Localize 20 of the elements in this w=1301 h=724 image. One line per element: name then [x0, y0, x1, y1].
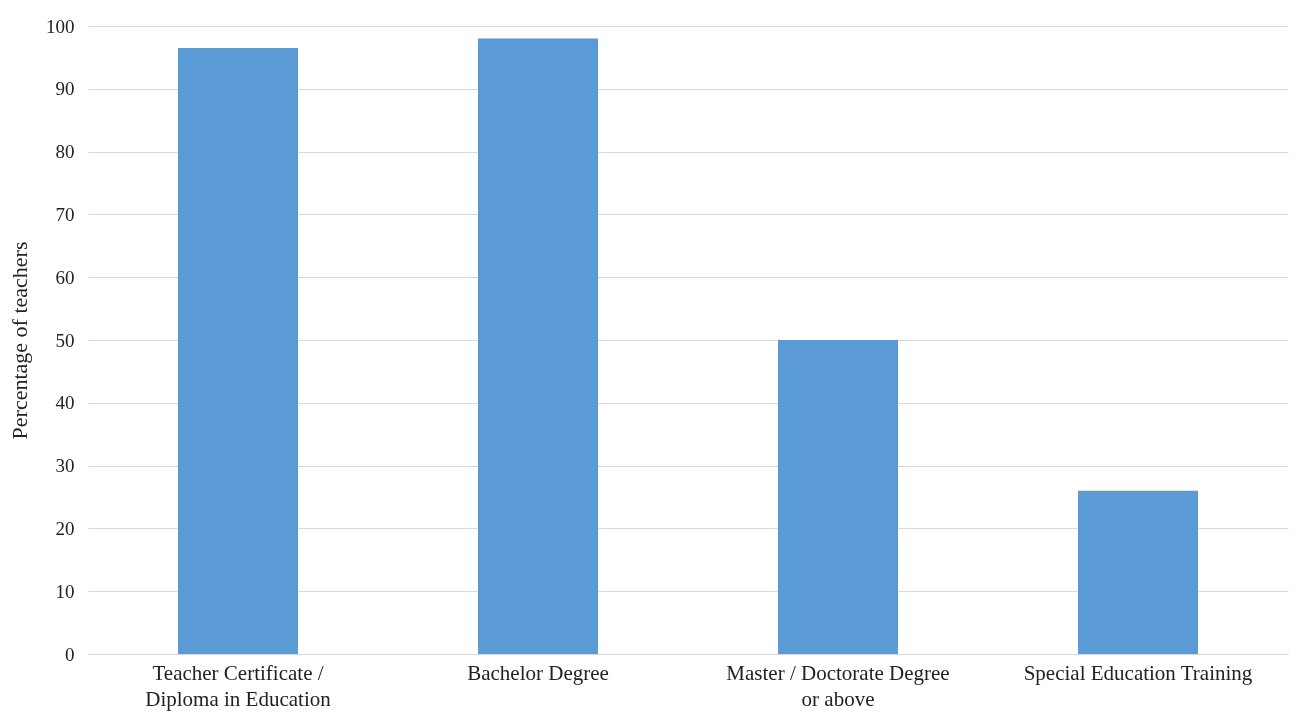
y-tick-label: 50	[55, 329, 75, 351]
y-tick-label: 100	[46, 15, 75, 37]
y-tick-label: 90	[55, 78, 75, 100]
y-tick-label: 70	[55, 203, 75, 225]
y-axis-title: Percentage of teachers	[7, 241, 32, 440]
y-tick-label: 80	[55, 141, 75, 163]
bar	[478, 38, 598, 654]
y-tick-label: 10	[55, 580, 75, 602]
x-tick-label: Special Education Training	[1023, 660, 1253, 685]
y-tick-label: 0	[65, 643, 75, 665]
x-tick-label: Bachelor Degree	[467, 660, 609, 685]
bar	[778, 340, 898, 654]
x-tick-label: Master / Doctorate Degree or above	[726, 660, 950, 711]
y-tick-label: 40	[55, 392, 75, 414]
bar	[178, 47, 298, 654]
bar	[1078, 490, 1198, 654]
y-tick-label: 20	[55, 517, 75, 539]
y-tick-label: 30	[55, 455, 75, 477]
x-tick-label: Teacher Certificate / Diploma in Education	[145, 660, 332, 711]
y-tick-label: 60	[55, 266, 75, 288]
